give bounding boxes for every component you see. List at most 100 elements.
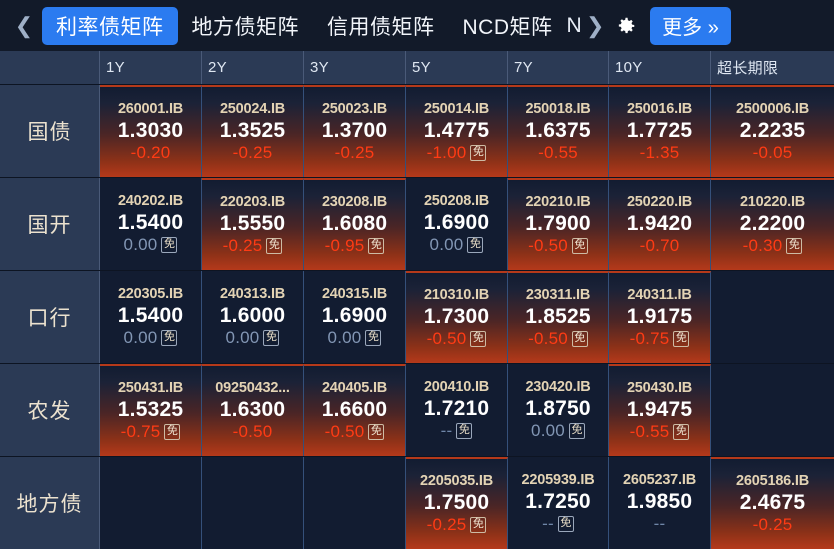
bond-yield: 1.7500: [423, 490, 490, 514]
bond-change: -0.50: [324, 421, 365, 441]
bond-cell[interactable]: 240313.IB 1.6000 0.00 免: [202, 271, 304, 363]
bond-cell[interactable]: 210310.IB 1.7300 -0.50 免: [406, 271, 508, 363]
bond-yield: 1.3525: [219, 118, 286, 142]
bond-code: 2605186.IB: [736, 473, 809, 490]
bond-cell[interactable]: 250024.IB 1.3525 -0.25: [202, 85, 304, 177]
tab-2[interactable]: 信用债矩阵: [327, 15, 435, 39]
bond-yield: 1.7210: [423, 396, 490, 420]
table-header-row: 1Y 2Y 3Y 5Y 7Y 10Y 超长期限: [0, 51, 834, 85]
bond-cell[interactable]: 2605237.IB 1.9850 --: [609, 457, 711, 549]
bond-cell[interactable]: 2500006.IB 2.2235 -0.05: [711, 85, 834, 177]
column-header-1Y[interactable]: 1Y: [100, 51, 202, 84]
bond-change: -0.55: [538, 142, 578, 162]
tax-exempt-badge: 免: [673, 330, 690, 347]
bond-cell[interactable]: 240405.IB 1.6600 -0.50 免: [304, 364, 406, 456]
row-label-0[interactable]: 国债: [0, 85, 100, 177]
bond-cell[interactable]: 250023.IB 1.3700 -0.25: [304, 85, 406, 177]
bond-change: -0.25: [752, 514, 793, 534]
bond-change: 0.00: [225, 327, 260, 347]
bond-cell[interactable]: 240315.IB 1.6900 0.00 免: [304, 271, 406, 363]
bond-change: -0.50: [528, 235, 568, 255]
bond-cell[interactable]: 260001.IB 1.3030 -0.20: [100, 85, 202, 177]
bond-cell[interactable]: 240202.IB 1.5400 0.00 免: [100, 178, 202, 270]
change-line: -- 免: [542, 514, 574, 534]
top-navigation-bar: ❮ 利率债矩阵 地方债矩阵 信用债矩阵 NCD矩阵 N ❯ 更多 »: [0, 0, 834, 51]
bond-code: 240311.IB: [627, 287, 692, 304]
column-header-超长期限[interactable]: 超长期限: [717, 60, 779, 77]
tab-4[interactable]: N: [566, 13, 583, 37]
row-label-4[interactable]: 地方债: [0, 457, 100, 549]
bond-cell[interactable]: 2605186.IB 2.4675 -0.25: [711, 457, 834, 549]
bond-yield: 1.9420: [626, 211, 693, 235]
change-line: -0.25: [335, 143, 375, 163]
gear-icon[interactable]: [608, 6, 644, 46]
bond-change: 0.00: [123, 327, 158, 347]
bond-matrix-table: 1Y 2Y 3Y 5Y 7Y 10Y 超长期限 国债 260001.IB 1.3030 -0.20…: [0, 51, 834, 549]
bond-cell[interactable]: 2205035.IB 1.7500 -0.25 免: [406, 457, 508, 549]
tax-exempt-badge: 免: [470, 144, 487, 161]
bond-change: -0.75: [629, 328, 670, 348]
change-line: -0.70: [640, 236, 680, 256]
bond-cell[interactable]: 220210.IB 1.7900 -0.50 免: [508, 178, 609, 270]
more-button[interactable]: 更多 »: [650, 6, 731, 45]
tax-exempt-badge: 免: [571, 330, 588, 347]
bond-code: 250018.IB: [525, 101, 591, 118]
column-header-10Y[interactable]: 10Y: [609, 51, 711, 84]
bond-cell[interactable]: 250016.IB 1.7725 -1.35: [609, 85, 711, 177]
bond-change: 0.00: [123, 234, 158, 254]
bond-cell[interactable]: 220203.IB 1.5550 -0.25 免: [202, 178, 304, 270]
change-line: -0.05: [753, 143, 793, 163]
bond-cell[interactable]: 200410.IB 1.7210 -- 免: [406, 364, 508, 456]
bond-cell[interactable]: 250430.IB 1.9475 -0.55 免: [609, 364, 711, 456]
bond-change: --: [440, 420, 453, 440]
bond-cell[interactable]: 250018.IB 1.6375 -0.55: [508, 85, 609, 177]
tax-exempt-badge: 免: [568, 422, 585, 439]
bond-code: 200410.IB: [423, 379, 490, 396]
bond-change: -0.20: [130, 142, 171, 162]
bond-code: 240313.IB: [219, 286, 286, 303]
bond-cell[interactable]: 250208.IB 1.6900 0.00 免: [406, 178, 508, 270]
change-line: -0.50 免: [325, 422, 385, 442]
bond-change: -0.70: [639, 235, 680, 255]
change-line: 0.00 免: [226, 328, 280, 348]
tab-3[interactable]: NCD矩阵: [462, 15, 553, 39]
bond-cell[interactable]: 2205939.IB 1.7250 -- 免: [508, 457, 609, 549]
change-line: -0.55: [538, 143, 578, 163]
row-label-1[interactable]: 国开: [0, 178, 100, 270]
tab-0[interactable]: 利率债矩阵: [42, 6, 178, 45]
column-header-7Y[interactable]: 7Y: [508, 51, 609, 84]
tax-exempt-badge: 免: [368, 237, 385, 254]
bond-cell[interactable]: 240311.IB 1.9175 -0.75 免: [609, 271, 711, 363]
bond-cell[interactable]: 230311.IB 1.8525 -0.50 免: [508, 271, 609, 363]
chevron-right-icon[interactable]: ❯: [585, 12, 605, 38]
bond-cell[interactable]: 230420.IB 1.8750 0.00 免: [508, 364, 609, 456]
bond-cell[interactable]: 250014.IB 1.4775 -1.00 免: [406, 85, 508, 177]
column-header-3Y[interactable]: 3Y: [304, 51, 406, 84]
bond-code: 250016.IB: [626, 101, 693, 118]
tax-exempt-badge: 免: [467, 236, 484, 253]
bond-cell: [711, 364, 834, 456]
bond-yield: 1.7725: [626, 118, 693, 142]
bond-cell[interactable]: 250431.IB 1.5325 -0.75 免: [100, 364, 202, 456]
column-header-5Y[interactable]: 5Y: [406, 51, 508, 84]
tax-exempt-badge: 免: [786, 237, 803, 254]
bond-yield: 1.8525: [525, 304, 591, 328]
row-label-3[interactable]: 农发: [0, 364, 100, 456]
bond-cell[interactable]: 09250432... 1.6300 -0.50: [202, 364, 304, 456]
column-header-2Y[interactable]: 2Y: [202, 51, 304, 84]
bond-cell[interactable]: 220305.IB 1.5400 0.00 免: [100, 271, 202, 363]
row-label-2[interactable]: 口行: [0, 271, 100, 363]
change-line: -0.75 免: [121, 422, 181, 442]
tax-exempt-badge: 免: [470, 330, 487, 347]
table-row: 农发 250431.IB 1.5325 -0.75 免 09250432... 1.6300…: [0, 364, 834, 457]
bond-cell[interactable]: 230208.IB 1.6080 -0.95 免: [304, 178, 406, 270]
chevron-left-icon[interactable]: ❮: [14, 12, 34, 38]
bond-code: 240315.IB: [321, 286, 388, 303]
bond-cell[interactable]: 210220.IB 2.2200 -0.30 免: [711, 178, 834, 270]
tab-1[interactable]: 地方债矩阵: [191, 15, 299, 39]
bond-change: 0.00: [429, 234, 464, 254]
bond-cell[interactable]: 250220.IB 1.9420 -0.70: [609, 178, 711, 270]
tax-exempt-badge: 免: [571, 237, 588, 254]
bond-yield: 1.8750: [525, 396, 591, 420]
bond-yield: 1.6300: [219, 397, 286, 421]
